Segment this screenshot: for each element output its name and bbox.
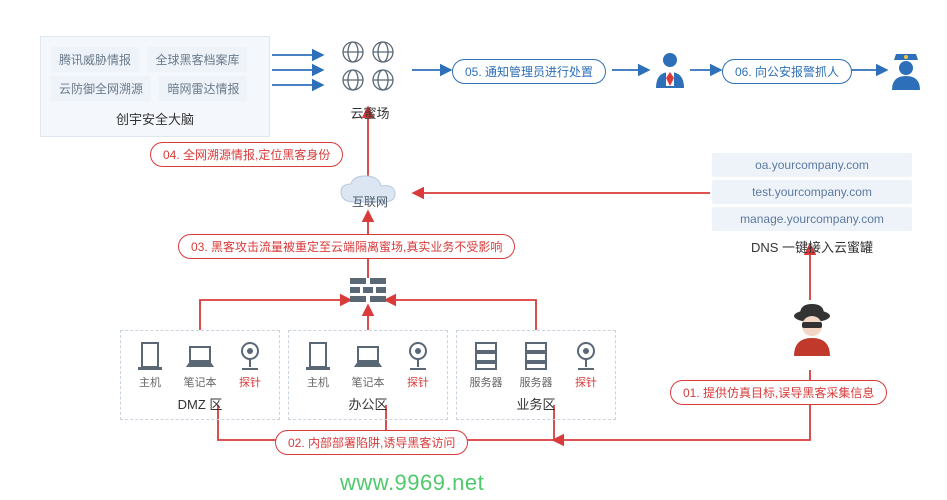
honeycloud: 云蜜场 [330, 38, 410, 122]
brain-tag: 腾讯威胁情报 [51, 47, 139, 72]
firewall-icon [350, 278, 386, 307]
watermark: www.9969.net [340, 470, 484, 496]
honeycloud-label: 云蜜场 [330, 103, 410, 122]
dns-item: oa.yourcompany.com [712, 153, 912, 177]
dns-item: manage.yourcompany.com [712, 207, 912, 231]
dns-title: DNS 一键接入云蜜罐 [712, 237, 912, 256]
step-01-pill: 01. 提供仿真目标,误导黑客采集信息 [670, 380, 887, 405]
brain-panel: 腾讯威胁情报 全球黑客档案库 云防御全网溯源 暗网雷达情报 创宇安全大脑 [40, 36, 270, 137]
zone-label: 办公区 [295, 394, 441, 413]
device-probe: 探针 [231, 341, 269, 390]
brain-tag: 云防御全网溯源 [51, 76, 151, 101]
internet-cloud: 互联网 [330, 172, 410, 234]
step-06-pill: 06. 向公安报警抓人 [722, 59, 852, 84]
globe-grid-icon [335, 38, 405, 94]
zone-dmz: 主机 笔记本 探针 DMZ 区 [120, 330, 280, 420]
step-05-pill: 05. 通知管理员进行处置 [452, 59, 606, 84]
device-host: 主机 [131, 341, 169, 390]
hacker-icon [788, 302, 836, 361]
step-02-pill: 02. 内部部署陷阱,诱导黑客访问 [275, 430, 468, 455]
zone-label: DMZ 区 [127, 394, 273, 413]
device-probe: 探针 [399, 341, 437, 390]
device-server: 服务器 [517, 341, 555, 390]
step-03-pill: 03. 黑客攻击流量被重定至云端隔离蜜场,真实业务不受影响 [178, 234, 515, 259]
dns-panel: oa.yourcompany.com test.yourcompany.com … [712, 150, 912, 256]
device-server: 服务器 [467, 341, 505, 390]
brain-tag: 暗网雷达情报 [159, 76, 247, 101]
zone-label: 业务区 [463, 394, 609, 413]
device-host: 主机 [299, 341, 337, 390]
zone-office: 主机 笔记本 探针 办公区 [288, 330, 448, 420]
brain-tag: 全球黑客档案库 [147, 47, 247, 72]
step-04-pill: 04. 全网溯源情报,定位黑客身份 [150, 142, 343, 167]
zone-biz: 服务器 服务器 探针 业务区 [456, 330, 616, 420]
device-laptop: 笔记本 [181, 341, 219, 390]
dns-item: test.yourcompany.com [712, 180, 912, 204]
internet-label: 互联网 [330, 193, 410, 210]
device-laptop: 笔记本 [349, 341, 387, 390]
brain-label: 创宇安全大脑 [49, 109, 261, 128]
police-icon [888, 50, 928, 95]
admin-icon [650, 50, 690, 95]
device-probe: 探针 [567, 341, 605, 390]
